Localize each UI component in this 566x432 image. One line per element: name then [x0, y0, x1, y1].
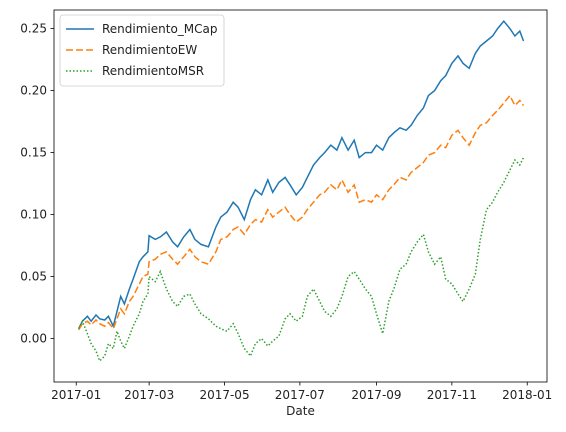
- x-axis-title: Date: [286, 404, 315, 418]
- x-tick-label: 2017-01: [51, 388, 101, 402]
- legend: Rendimiento_MCap RendimientoEW Rendimiento…: [59, 14, 225, 87]
- y-tick-label: 0.05: [20, 270, 47, 284]
- series-line-1: [78, 20, 525, 330]
- x-tick-label: 2018-01: [502, 388, 552, 402]
- y-tick-label: 0.00: [20, 332, 47, 346]
- y-axis: 0.00 0.05 0.10 0.15 0.20 0.25: [20, 22, 54, 346]
- x-axis: 2017-01 2017-03 2017-05 2017-07 2017-09 2017-…: [51, 382, 552, 402]
- y-tick-label: 0.15: [20, 146, 47, 160]
- x-tick-label: 2017-09: [351, 388, 401, 402]
- x-tick-label: 2017-05: [199, 388, 249, 402]
- y-tick-label: 0.10: [20, 208, 47, 222]
- legend-label-3: RendimientoMSR: [102, 64, 204, 78]
- series-line-2: [78, 94, 525, 331]
- series-layer: [78, 20, 525, 363]
- legend-box: [59, 14, 225, 87]
- legend-label-2: RendimientoEW: [102, 43, 197, 57]
- series-line-3: [78, 157, 525, 363]
- y-tick-label: 0.20: [20, 84, 47, 98]
- y-tick-label: 0.25: [20, 22, 47, 36]
- plot-area-frame: [53, 9, 548, 383]
- x-tick-label: 2017-03: [124, 388, 174, 402]
- x-tick-label: 2017-07: [275, 388, 325, 402]
- legend-label-1: Rendimiento_MCap: [102, 22, 218, 36]
- x-tick-label: 2017-11: [427, 388, 477, 402]
